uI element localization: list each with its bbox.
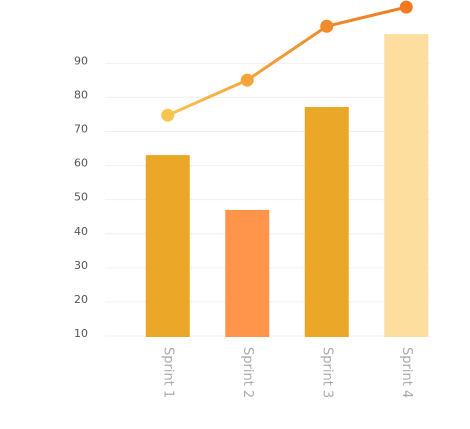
line bbox=[167, 5, 407, 117]
x-tick-label: Sprint 3 bbox=[319, 347, 334, 398]
bar bbox=[384, 34, 429, 337]
point bbox=[161, 108, 175, 122]
y-tick-label: 70 bbox=[74, 123, 88, 136]
x-tick-label: Sprint 1 bbox=[160, 347, 175, 398]
x-tick-label: Sprint 2 bbox=[240, 347, 255, 398]
y-tick-label: 40 bbox=[74, 225, 88, 238]
y-tick-label: 80 bbox=[74, 88, 88, 101]
bar bbox=[304, 107, 349, 337]
y-tick-label: 30 bbox=[74, 259, 88, 272]
y-tick-label: 20 bbox=[74, 293, 88, 306]
bar bbox=[225, 209, 270, 337]
bar bbox=[145, 155, 190, 337]
point bbox=[240, 73, 254, 87]
point bbox=[399, 0, 413, 14]
point bbox=[320, 19, 334, 33]
x-tick-label: Sprint 4 bbox=[399, 347, 414, 398]
y-tick-label: 90 bbox=[74, 54, 88, 67]
y-tick-label: 60 bbox=[74, 157, 88, 170]
y-tick-label: 10 bbox=[74, 327, 88, 340]
y-tick-label: 50 bbox=[74, 191, 88, 204]
